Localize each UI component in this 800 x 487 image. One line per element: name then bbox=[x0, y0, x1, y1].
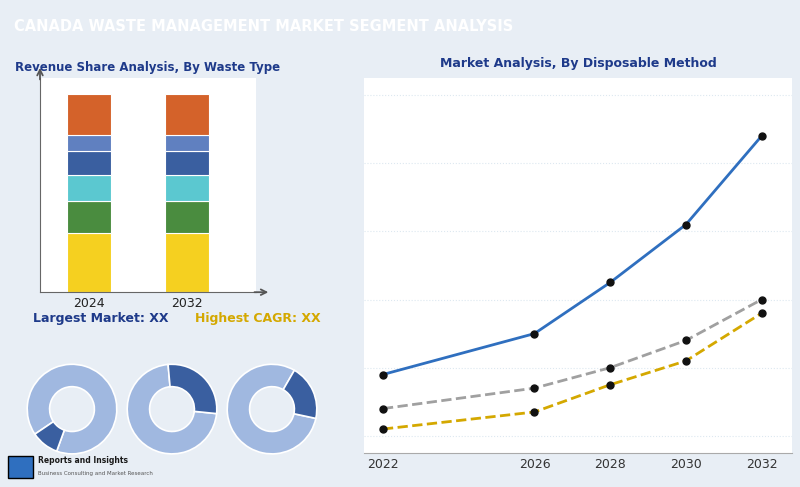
Wedge shape bbox=[35, 422, 64, 451]
Bar bbox=[67, 175, 111, 201]
Bar bbox=[165, 151, 210, 175]
Bar bbox=[67, 233, 111, 292]
Bar bbox=[165, 201, 210, 233]
Bar bbox=[165, 175, 210, 201]
Bar bbox=[67, 94, 111, 135]
Title: Revenue Share Analysis, By Waste Type: Revenue Share Analysis, By Waste Type bbox=[15, 61, 281, 74]
Wedge shape bbox=[283, 370, 317, 418]
Text: CANADA WASTE MANAGEMENT MARKET SEGMENT ANALYSIS: CANADA WASTE MANAGEMENT MARKET SEGMENT A… bbox=[14, 19, 514, 34]
Wedge shape bbox=[227, 364, 316, 454]
Bar bbox=[67, 151, 111, 175]
Bar bbox=[165, 233, 210, 292]
Text: Reports and Insights: Reports and Insights bbox=[38, 456, 128, 465]
Bar bbox=[165, 135, 210, 151]
Bar bbox=[165, 94, 210, 135]
Bar bbox=[67, 135, 111, 151]
Wedge shape bbox=[168, 364, 217, 413]
Text: Highest CAGR: XX: Highest CAGR: XX bbox=[194, 313, 320, 325]
Wedge shape bbox=[27, 364, 117, 454]
Text: Business Consulting and Market Research: Business Consulting and Market Research bbox=[38, 471, 153, 476]
Text: Largest Market: XX: Largest Market: XX bbox=[34, 313, 169, 325]
Wedge shape bbox=[127, 364, 217, 454]
Bar bbox=[67, 201, 111, 233]
FancyBboxPatch shape bbox=[8, 455, 33, 478]
Title: Market Analysis, By Disposable Method: Market Analysis, By Disposable Method bbox=[440, 57, 716, 70]
